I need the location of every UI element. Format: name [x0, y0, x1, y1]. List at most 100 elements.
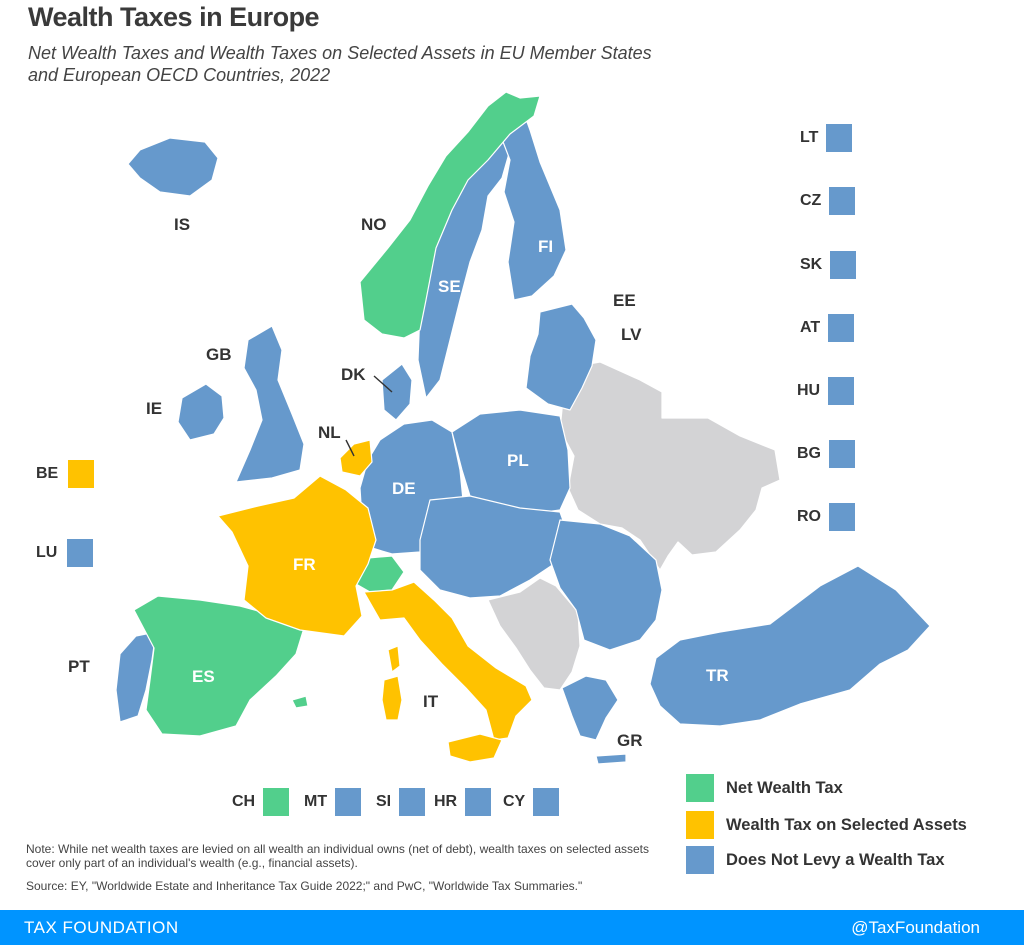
- side-code: BE: [36, 465, 59, 482]
- side-swatch: [830, 251, 857, 279]
- label-PT: PT: [68, 657, 90, 676]
- legend-selected-assets: Wealth Tax on Selected Assets: [686, 811, 967, 839]
- country-sardinia: [381, 675, 403, 721]
- country-sicily: [447, 733, 503, 763]
- side-swatch: [828, 377, 855, 405]
- footer-brand: TAX FOUNDATION: [24, 918, 179, 937]
- label-IE: IE: [146, 399, 162, 418]
- label-GB: GB: [206, 345, 232, 364]
- label-TR: TR: [706, 666, 729, 685]
- label-IT: IT: [423, 692, 439, 711]
- side-code: LU: [36, 544, 58, 561]
- country-crete: [595, 753, 627, 765]
- label-LV: LV: [621, 325, 642, 344]
- country-portugal: [115, 631, 157, 723]
- country-finland: [499, 107, 567, 301]
- bottom-code: SI: [376, 793, 392, 810]
- side-swatch: [68, 460, 95, 488]
- side-box-CZ: CZ: [800, 187, 856, 215]
- bottom-box-CH: CH: [232, 788, 290, 816]
- side-box-BE: BE: [36, 460, 95, 488]
- side-swatch: [829, 503, 855, 531]
- footer-handle: @TaxFoundation: [851, 918, 980, 937]
- country-denmark: [381, 363, 413, 421]
- country-italy: [363, 581, 533, 741]
- country-balkans-nonmember: [487, 577, 581, 691]
- country-ireland: [177, 383, 225, 441]
- bottom-swatch: [335, 788, 362, 816]
- label-DK: DK: [341, 365, 366, 384]
- label-SE: SE: [438, 277, 461, 296]
- country-iceland: [127, 137, 219, 197]
- side-box-RO: RO: [797, 503, 855, 531]
- bottom-code: CH: [232, 793, 256, 810]
- side-box-SK: SK: [800, 251, 857, 279]
- page-subtitle: Net Wealth Taxes and Wealth Taxes on Sel…: [28, 42, 788, 86]
- country-spain: [133, 595, 305, 737]
- side-code: BG: [797, 445, 821, 462]
- legend-net-wealth-tax: Net Wealth Tax: [686, 774, 843, 802]
- side-code: SK: [800, 256, 823, 273]
- side-box-LU: LU: [36, 539, 94, 567]
- legend-swatch: [686, 774, 714, 802]
- label-DE: DE: [392, 479, 416, 498]
- bottom-swatch: [533, 788, 560, 816]
- bottom-box-MT: MT: [304, 788, 362, 816]
- label-FR: FR: [293, 555, 316, 574]
- country-corsica: [387, 645, 401, 673]
- side-box-BG: BG: [797, 440, 855, 468]
- side-code: CZ: [800, 192, 822, 209]
- label-PL: PL: [507, 451, 529, 470]
- footnote: Note: While net wealth taxes are levied …: [26, 842, 650, 870]
- label-EE: EE: [613, 291, 636, 310]
- bottom-swatch: [263, 788, 290, 816]
- legend-label: Does Not Levy a Wealth Tax: [726, 850, 945, 869]
- label-GR: GR: [617, 731, 643, 750]
- subtitle-line-1: Net Wealth Taxes and Wealth Taxes on Sel…: [28, 43, 652, 63]
- side-code: AT: [800, 319, 821, 336]
- country-balearics: [291, 695, 309, 709]
- bottom-code: CY: [503, 793, 526, 810]
- bottom-box-HR: HR: [434, 788, 492, 816]
- bottom-swatch: [465, 788, 492, 816]
- subtitle-line-2: and European OECD Countries, 2022: [28, 65, 331, 85]
- label-IS: IS: [174, 215, 190, 234]
- side-swatch: [829, 187, 856, 215]
- label-FI: FI: [538, 237, 553, 256]
- dk-leader-line: [373, 375, 393, 393]
- side-code: LT: [800, 129, 819, 146]
- side-swatch: [826, 124, 853, 152]
- side-code: HU: [797, 382, 821, 399]
- bottom-code: HR: [434, 793, 458, 810]
- side-swatch: [828, 314, 855, 342]
- country-turkey: [649, 565, 931, 727]
- country-netherlands: [339, 439, 373, 477]
- country-great-britain: [235, 325, 305, 483]
- label-ES: ES: [192, 667, 215, 686]
- legend-swatch: [686, 811, 714, 839]
- side-swatch: [829, 440, 855, 468]
- label-NL: NL: [318, 423, 341, 442]
- bottom-swatch: [399, 788, 426, 816]
- legend-swatch: [686, 846, 714, 874]
- country-norway: [359, 91, 541, 339]
- country-france: [217, 475, 377, 637]
- bottom-code: MT: [304, 793, 328, 810]
- side-box-LT: LT: [800, 124, 853, 152]
- country-baltics: [525, 303, 597, 411]
- side-box-AT: AT: [800, 314, 855, 342]
- nl-leader-line: [345, 439, 355, 457]
- side-code: RO: [797, 508, 821, 525]
- source-text: Source: EY, "Worldwide Estate and Inheri…: [26, 879, 583, 893]
- legend-label: Net Wealth Tax: [726, 778, 843, 797]
- legend-label: Wealth Tax on Selected Assets: [726, 815, 967, 834]
- footer-bar: TAX FOUNDATION @TaxFoundation: [0, 910, 1024, 945]
- page-title: Wealth Taxes in Europe: [28, 2, 320, 32]
- legend-no-wealth-tax: Does Not Levy a Wealth Tax: [686, 846, 945, 874]
- bottom-box-CY: CY: [503, 788, 560, 816]
- europe-map: IS NO SE FI EE LV GB IE DK NL DE PL FR E…: [68, 91, 931, 765]
- country-romania-bulgaria: [549, 519, 663, 651]
- country-central-europe: [419, 495, 571, 599]
- country-greece: [561, 675, 619, 741]
- label-NO: NO: [361, 215, 387, 234]
